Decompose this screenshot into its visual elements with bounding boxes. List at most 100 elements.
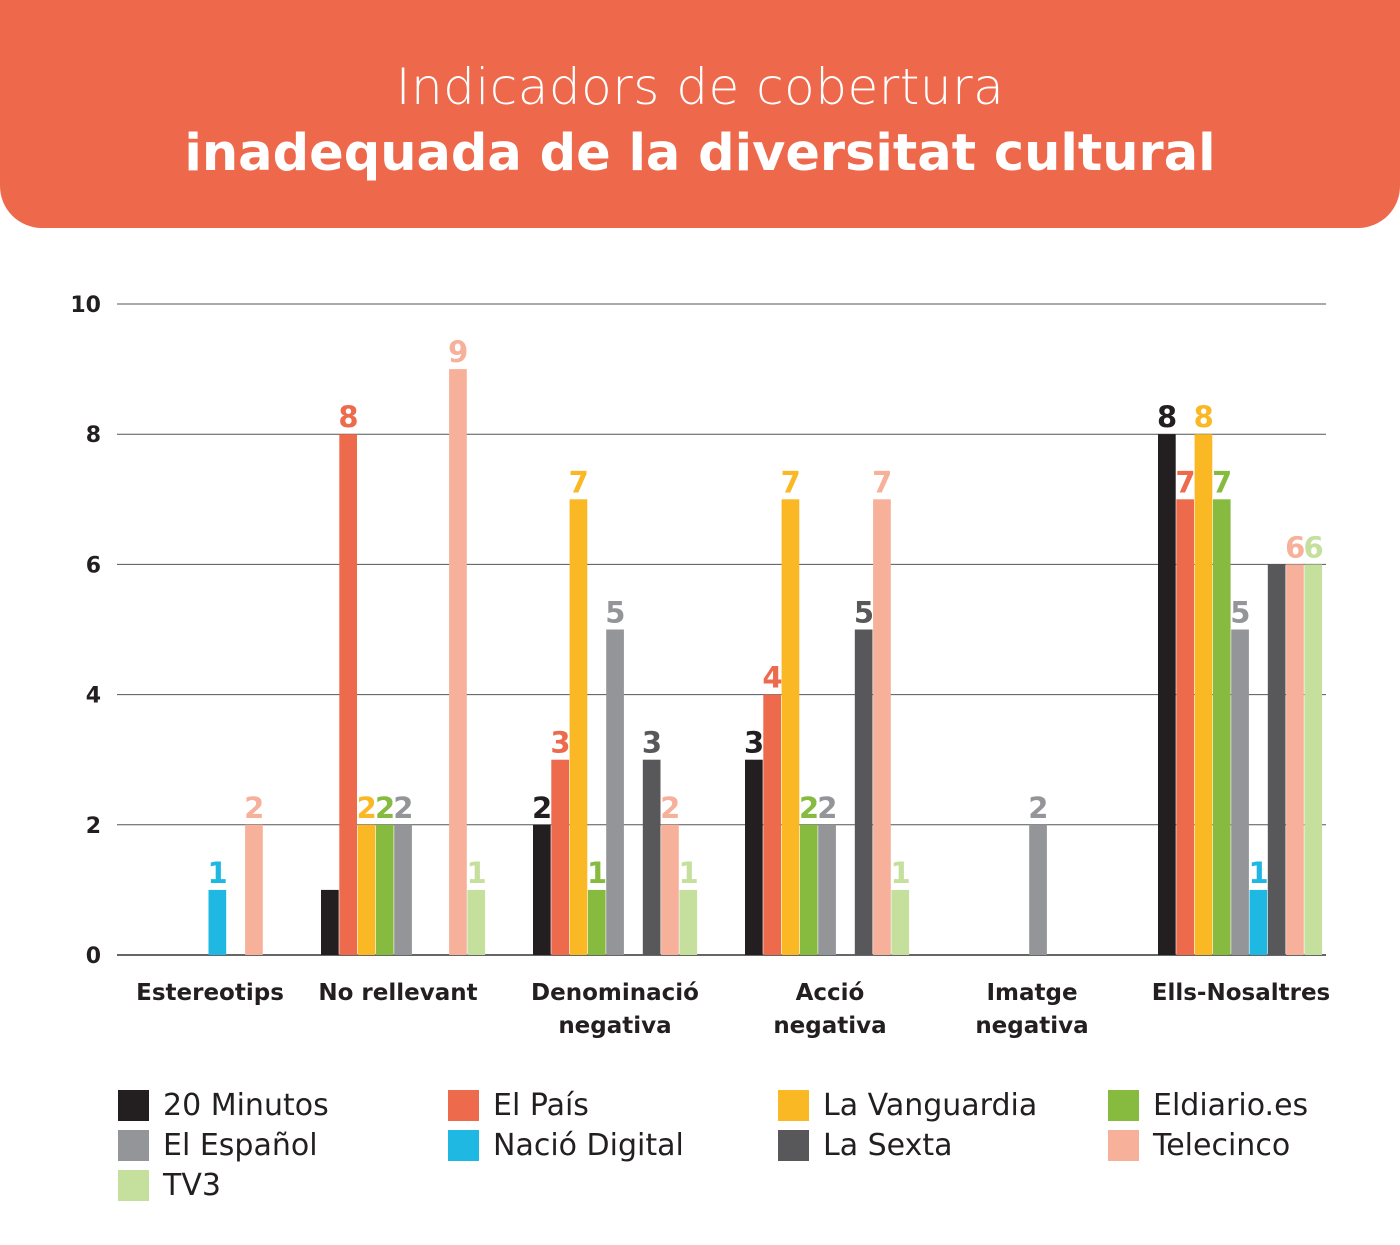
data-label: 5 <box>1230 596 1250 630</box>
legend-label: Telecinco <box>1153 1127 1291 1163</box>
legend-item: Nació Digital <box>448 1127 778 1163</box>
bar <box>642 759 661 955</box>
bar <box>587 889 606 955</box>
bar <box>321 889 339 955</box>
data-label: 2 <box>660 791 680 825</box>
legend-swatch <box>1108 1089 1139 1121</box>
data-label: 7 <box>872 465 892 499</box>
legend-swatch <box>118 1129 149 1161</box>
x-category-label: Acció <box>796 980 865 1006</box>
legend-item: Telecinco <box>1108 1127 1358 1163</box>
legend-swatch <box>448 1129 479 1161</box>
bar <box>891 889 910 955</box>
y-tick-label: 10 <box>70 293 101 318</box>
bar <box>854 629 873 955</box>
data-label: 2 <box>817 791 837 825</box>
x-category-label: No rellevant <box>318 980 477 1006</box>
data-label: 2 <box>244 791 264 825</box>
chart-title-line2: inadequada de la diversitat cultural <box>184 124 1216 183</box>
data-label: 5 <box>605 596 625 630</box>
data-label: 1 <box>1249 856 1269 890</box>
bar <box>745 759 763 955</box>
bar <box>606 629 624 955</box>
data-label: 2 <box>799 791 819 825</box>
x-category-label: negativa <box>558 1013 671 1039</box>
legend-item: Eldiario.es <box>1108 1087 1358 1123</box>
bar <box>1286 564 1304 955</box>
data-label: 1 <box>208 856 228 890</box>
legend-swatch <box>778 1089 809 1121</box>
bar <box>569 499 588 955</box>
data-label: 2 <box>1028 791 1048 825</box>
data-label: 1 <box>890 856 910 890</box>
legend-label: La Vanguardia <box>823 1087 1038 1123</box>
data-label: 8 <box>338 400 358 434</box>
bar <box>449 369 467 956</box>
bar <box>763 694 781 955</box>
bar <box>1176 499 1194 955</box>
bar <box>679 889 698 955</box>
data-label: 7 <box>1212 465 1232 499</box>
legend-swatch <box>1108 1129 1139 1161</box>
data-label: 2 <box>393 791 413 825</box>
legend-swatch <box>448 1089 479 1121</box>
data-label: 2 <box>532 791 552 825</box>
bar <box>1231 629 1249 955</box>
bar <box>661 824 679 955</box>
legend-item: TV3 <box>118 1168 448 1203</box>
y-tick-label: 6 <box>86 553 101 578</box>
data-label: 7 <box>781 465 801 499</box>
x-category-label: negativa <box>975 1013 1088 1039</box>
y-tick-label: 8 <box>86 423 101 448</box>
data-label: 6 <box>1303 530 1323 564</box>
x-category-label: Denominació <box>531 980 699 1006</box>
data-label: 7 <box>1175 465 1195 499</box>
bar <box>818 824 836 955</box>
bar <box>873 499 891 955</box>
chart-legend: 20 Minutos El País La Vanguardia Eldiario.e… <box>118 1087 1358 1203</box>
data-label: 1 <box>466 856 486 890</box>
bar <box>375 824 394 955</box>
legend-item: La Vanguardia <box>778 1087 1108 1123</box>
x-category-label: Imatge <box>986 980 1077 1006</box>
legend-item: La Sexta <box>778 1127 1108 1163</box>
bar <box>245 824 263 955</box>
legend-swatch <box>118 1089 149 1121</box>
data-label: 1 <box>678 856 698 890</box>
legend-label: El Español <box>163 1127 318 1163</box>
legend-label: El País <box>493 1087 589 1123</box>
bar <box>1212 499 1231 955</box>
bar <box>1304 564 1323 955</box>
legend-swatch <box>778 1129 809 1161</box>
bar <box>208 889 227 955</box>
bar <box>1194 434 1213 955</box>
data-label: 4 <box>762 661 782 695</box>
data-label: 5 <box>854 596 874 630</box>
data-label: 3 <box>642 726 662 760</box>
x-category-label: negativa <box>773 1013 886 1039</box>
chart-title-line1: Indicadors de cobertura <box>395 58 1005 116</box>
legend-label: Eldiario.es <box>1153 1087 1309 1123</box>
bar <box>1158 434 1176 955</box>
bar <box>339 434 357 955</box>
bar <box>357 824 376 955</box>
legend-label: 20 Minutos <box>163 1087 329 1123</box>
bar <box>394 824 412 955</box>
data-label: 6 <box>1285 530 1305 564</box>
legend-label: La Sexta <box>823 1127 953 1163</box>
data-label: 2 <box>357 791 377 825</box>
bar <box>781 499 800 955</box>
y-tick-label: 0 <box>86 944 101 969</box>
bar <box>551 759 569 955</box>
x-category-label: Ells-Nosaltres <box>1152 980 1331 1006</box>
title-banner: Indicadors de cobertura inadequada de la… <box>0 0 1400 228</box>
bar <box>1267 564 1286 955</box>
y-tick-label: 4 <box>86 684 101 709</box>
data-label: 8 <box>1194 400 1214 434</box>
bar <box>799 824 818 955</box>
legend-swatch <box>118 1169 149 1201</box>
bar <box>1029 824 1047 955</box>
legend-label: Nació Digital <box>493 1127 684 1163</box>
x-category-label: Estereotips <box>136 980 284 1006</box>
